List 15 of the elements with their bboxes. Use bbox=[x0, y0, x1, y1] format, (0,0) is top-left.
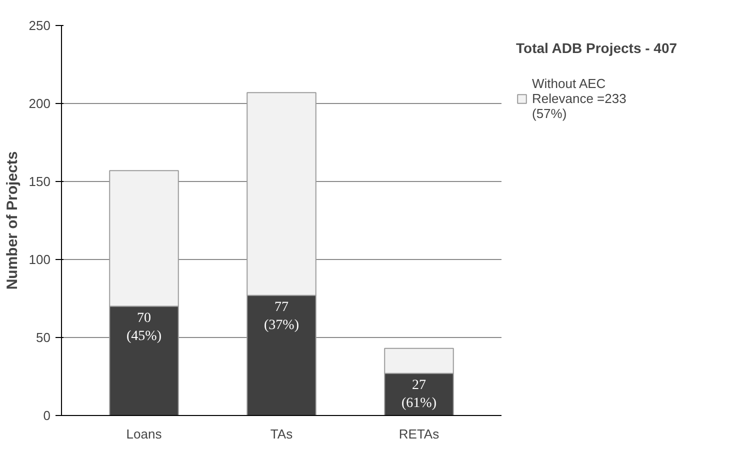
x-tick-label: Loans bbox=[126, 426, 162, 442]
y-tick-label: 100 bbox=[28, 252, 51, 267]
x-tick-label: TAs bbox=[270, 426, 294, 442]
x-tick-label: RETAs bbox=[398, 426, 440, 442]
data-label: 70 (45%) bbox=[126, 310, 162, 344]
y-tick-label: 50 bbox=[36, 330, 51, 345]
legend-label: Without AEC Relevance =233 (57%) bbox=[532, 76, 626, 121]
y-tick-label: 200 bbox=[28, 96, 51, 111]
y-tick-label: 150 bbox=[28, 174, 51, 189]
data-label: 27 (61%) bbox=[402, 378, 437, 412]
y-axis-title: Number of Projects bbox=[4, 151, 21, 290]
text: Total ADB Projects - 407 bbox=[516, 40, 678, 56]
data-label: 77 (37%) bbox=[264, 300, 300, 334]
y-tick-label: 250 bbox=[28, 18, 51, 33]
y-tick-label: 0 bbox=[43, 408, 51, 423]
